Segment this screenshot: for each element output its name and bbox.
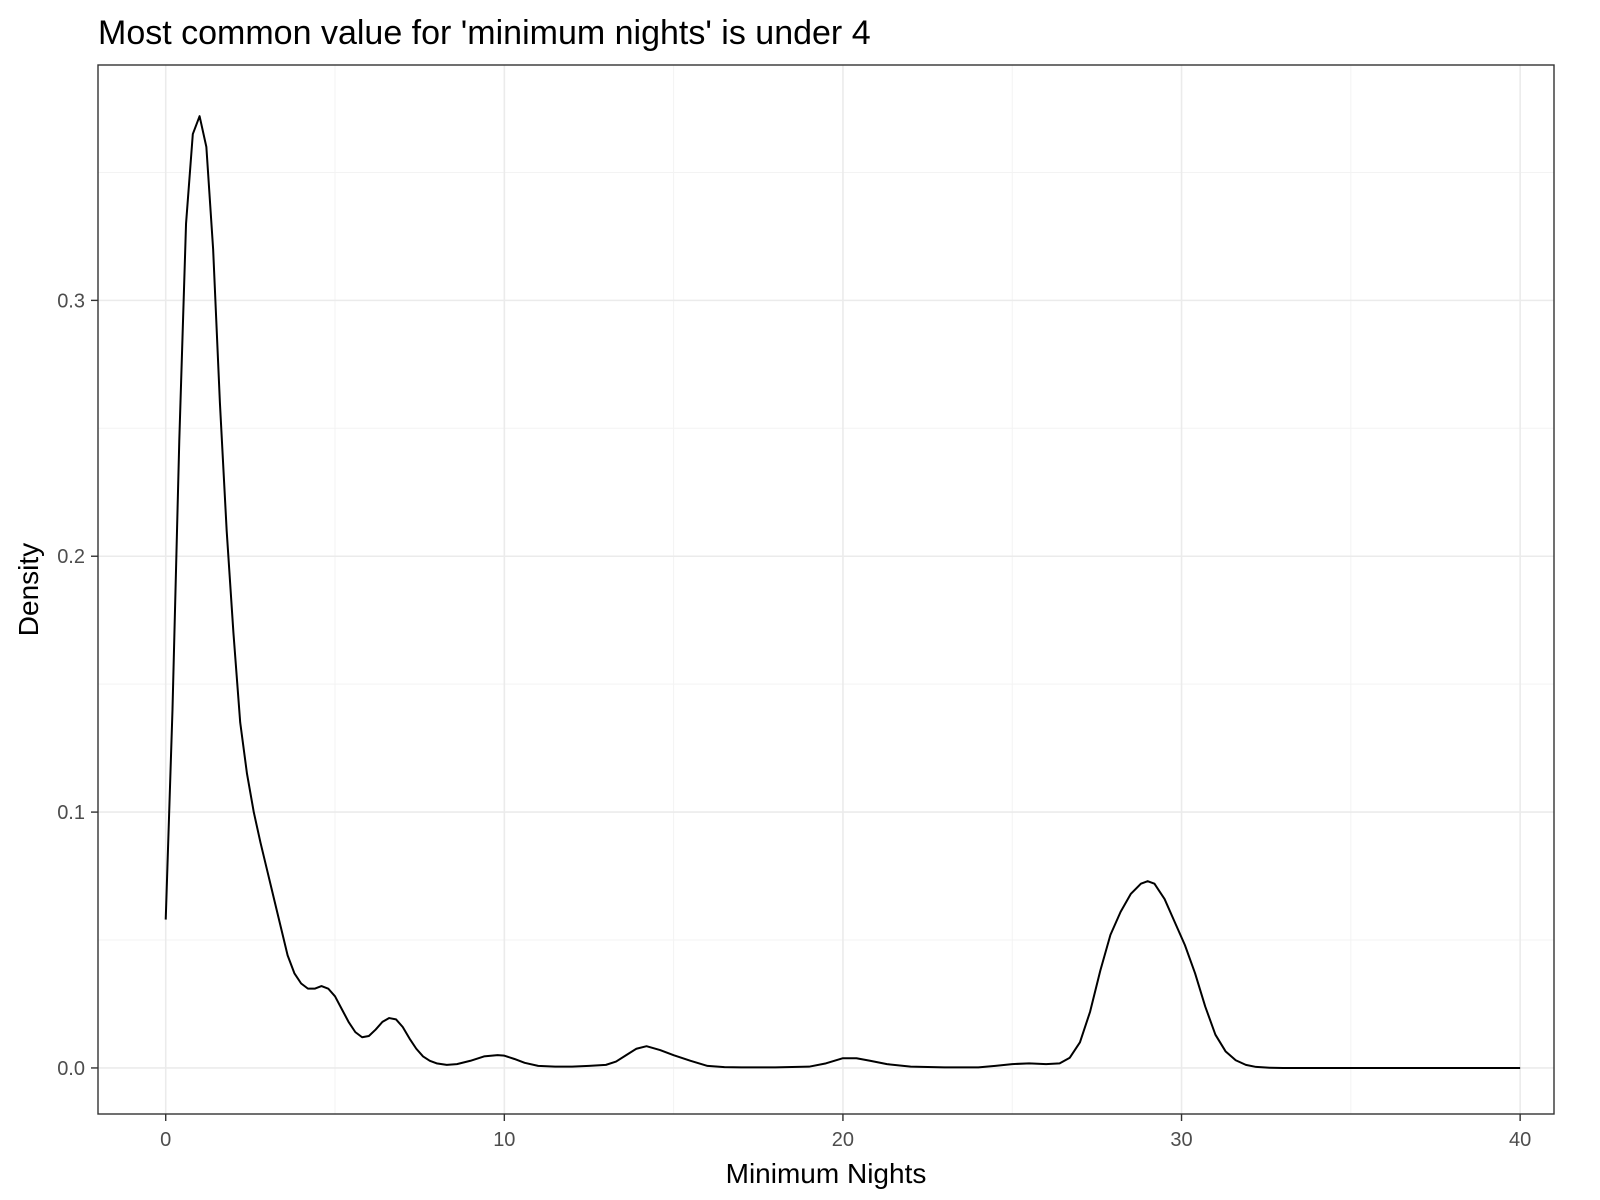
x-tick-label: 30 — [1170, 1129, 1192, 1151]
y-axis: 0.0 0.1 0.2 0.3 — [57, 290, 98, 1080]
density-curve — [164, 115, 1521, 1069]
grid-lines — [98, 65, 1554, 1114]
y-tick-label: 0.2 — [57, 546, 85, 568]
x-tick-label: 20 — [832, 1129, 854, 1151]
chart-title: Most common value for 'minimum nights' i… — [98, 14, 871, 52]
x-axis-title: Minimum Nights — [726, 1158, 927, 1189]
y-tick-label: 0.1 — [57, 802, 85, 824]
panel-border — [97, 64, 1555, 1115]
x-tick-label: 40 — [1509, 1129, 1531, 1151]
y-axis-title: Density — [13, 543, 44, 636]
x-tick-label: 10 — [493, 1129, 515, 1151]
x-tick-label: 0 — [160, 1129, 171, 1151]
x-axis: 0 10 20 30 40 — [160, 1114, 1531, 1151]
y-tick-label: 0.0 — [57, 1058, 85, 1080]
y-tick-label: 0.3 — [57, 290, 85, 312]
series-layer — [164, 115, 1521, 1069]
